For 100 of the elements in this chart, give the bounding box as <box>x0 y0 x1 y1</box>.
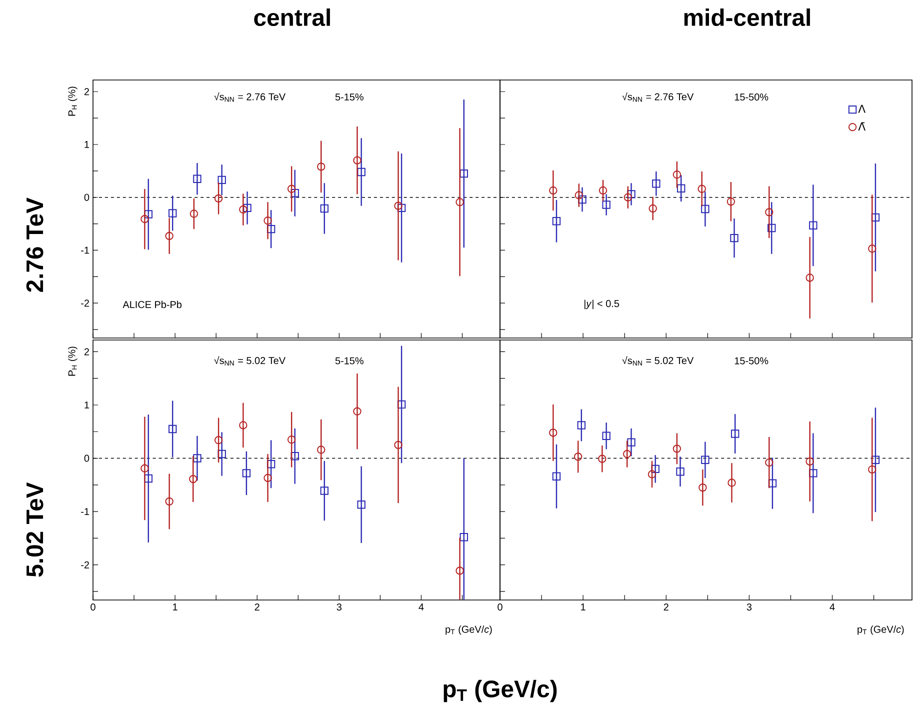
annotation: 15-50% <box>734 93 768 101</box>
legend-label: Λ̄ <box>858 122 866 130</box>
point <box>460 533 468 542</box>
point <box>193 174 202 183</box>
point <box>317 446 326 454</box>
point <box>574 191 584 200</box>
point <box>552 217 561 226</box>
x-tick-label: 4 <box>418 604 424 610</box>
x-axis-title: p$_{T}$ (GeV/c) <box>446 626 492 635</box>
point <box>239 205 248 214</box>
point <box>264 474 272 482</box>
annotation: √s$_{NN}$ = 2.76 TeV <box>622 92 694 102</box>
text: p$_{T}$ (GeV/c) <box>444 680 557 702</box>
point <box>578 195 586 204</box>
legend-label: Λ <box>858 104 866 113</box>
chart-title: central <box>254 8 330 26</box>
point <box>768 224 776 232</box>
point <box>549 428 558 437</box>
point <box>549 186 558 195</box>
point <box>394 440 402 450</box>
point <box>264 216 272 225</box>
point <box>140 464 149 472</box>
point <box>140 214 149 224</box>
point <box>624 193 632 202</box>
annotation: ALICE Pb-Pb <box>122 300 182 308</box>
annotation: 5-15% <box>335 357 364 364</box>
point <box>765 208 774 216</box>
point <box>287 184 296 194</box>
point <box>726 197 736 206</box>
point <box>622 450 632 458</box>
point <box>672 170 682 179</box>
annotation: |y| < 0.5 <box>584 300 620 310</box>
point <box>806 457 814 466</box>
point <box>394 202 402 210</box>
point <box>218 176 226 184</box>
y-tick-label: -1 <box>81 508 89 515</box>
x-tick-label: 2 <box>664 604 668 610</box>
annotation: √s$_{NN}$ = 5.02 TeV <box>622 356 694 366</box>
y-axis-title: P$_{H}$ (%) <box>68 86 78 116</box>
point <box>648 204 657 213</box>
point <box>806 274 814 282</box>
x-tick-label: 4 <box>830 604 835 610</box>
point <box>602 200 610 209</box>
point <box>627 438 636 446</box>
annotation: 15-50% <box>734 357 768 364</box>
y-tick-label: 0 <box>84 454 90 462</box>
point <box>189 474 198 484</box>
point <box>574 452 582 461</box>
point <box>242 469 251 478</box>
point <box>676 184 686 192</box>
y-tick-label: 2 <box>84 348 89 356</box>
y-tick-label: 2 <box>84 88 89 96</box>
point <box>676 467 684 476</box>
x-tick-label: 3 <box>746 604 752 611</box>
point <box>730 234 738 242</box>
point <box>456 198 464 206</box>
point <box>652 180 660 188</box>
point <box>353 156 362 164</box>
point <box>456 566 464 575</box>
point <box>165 497 174 506</box>
y-axis-title: P$_{H}$ (%) <box>68 346 78 376</box>
point <box>577 421 586 430</box>
point <box>730 430 740 438</box>
point <box>728 478 736 487</box>
x-tick-label: 0 <box>90 604 96 611</box>
point <box>218 450 226 458</box>
point <box>672 444 682 453</box>
point <box>868 244 876 253</box>
point <box>214 436 223 444</box>
text: 5.02 TeV <box>26 482 44 577</box>
y-tick-label: 1 <box>84 402 89 408</box>
point <box>320 486 328 495</box>
point <box>602 432 610 440</box>
point <box>651 464 660 474</box>
annotation: √s$_{NN}$ = 5.02 TeV <box>214 356 286 366</box>
x-tick-label: 1 <box>173 604 178 610</box>
point <box>868 465 876 474</box>
point <box>317 162 326 171</box>
point <box>320 204 328 213</box>
point <box>698 483 707 492</box>
point <box>460 169 468 178</box>
annotation: √s$_{NN}$ = 2.76 TeV <box>214 92 286 102</box>
y-tick-label: 1 <box>84 141 89 148</box>
point <box>239 421 248 430</box>
point <box>168 424 177 434</box>
point <box>193 454 202 462</box>
chart-title: mid-central <box>684 8 810 26</box>
point <box>598 454 606 463</box>
annotation: 5-15% <box>335 94 364 101</box>
point <box>701 456 710 464</box>
point <box>598 186 608 195</box>
point <box>627 190 636 198</box>
text: 2.76 TeV <box>26 198 44 292</box>
point <box>701 204 710 214</box>
y-tick-label: -1 <box>81 246 89 254</box>
point <box>214 194 223 203</box>
point <box>190 210 198 218</box>
x-tick-label: 2 <box>254 604 260 610</box>
point <box>765 458 774 467</box>
y-tick-label: 0 <box>84 194 90 201</box>
